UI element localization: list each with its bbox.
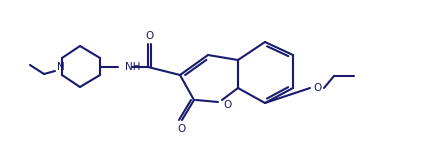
Text: O: O xyxy=(314,83,322,93)
Text: N: N xyxy=(57,62,65,72)
Text: O: O xyxy=(177,124,185,134)
Text: O: O xyxy=(145,31,153,41)
Text: O: O xyxy=(223,100,231,110)
Text: NH: NH xyxy=(125,62,141,72)
